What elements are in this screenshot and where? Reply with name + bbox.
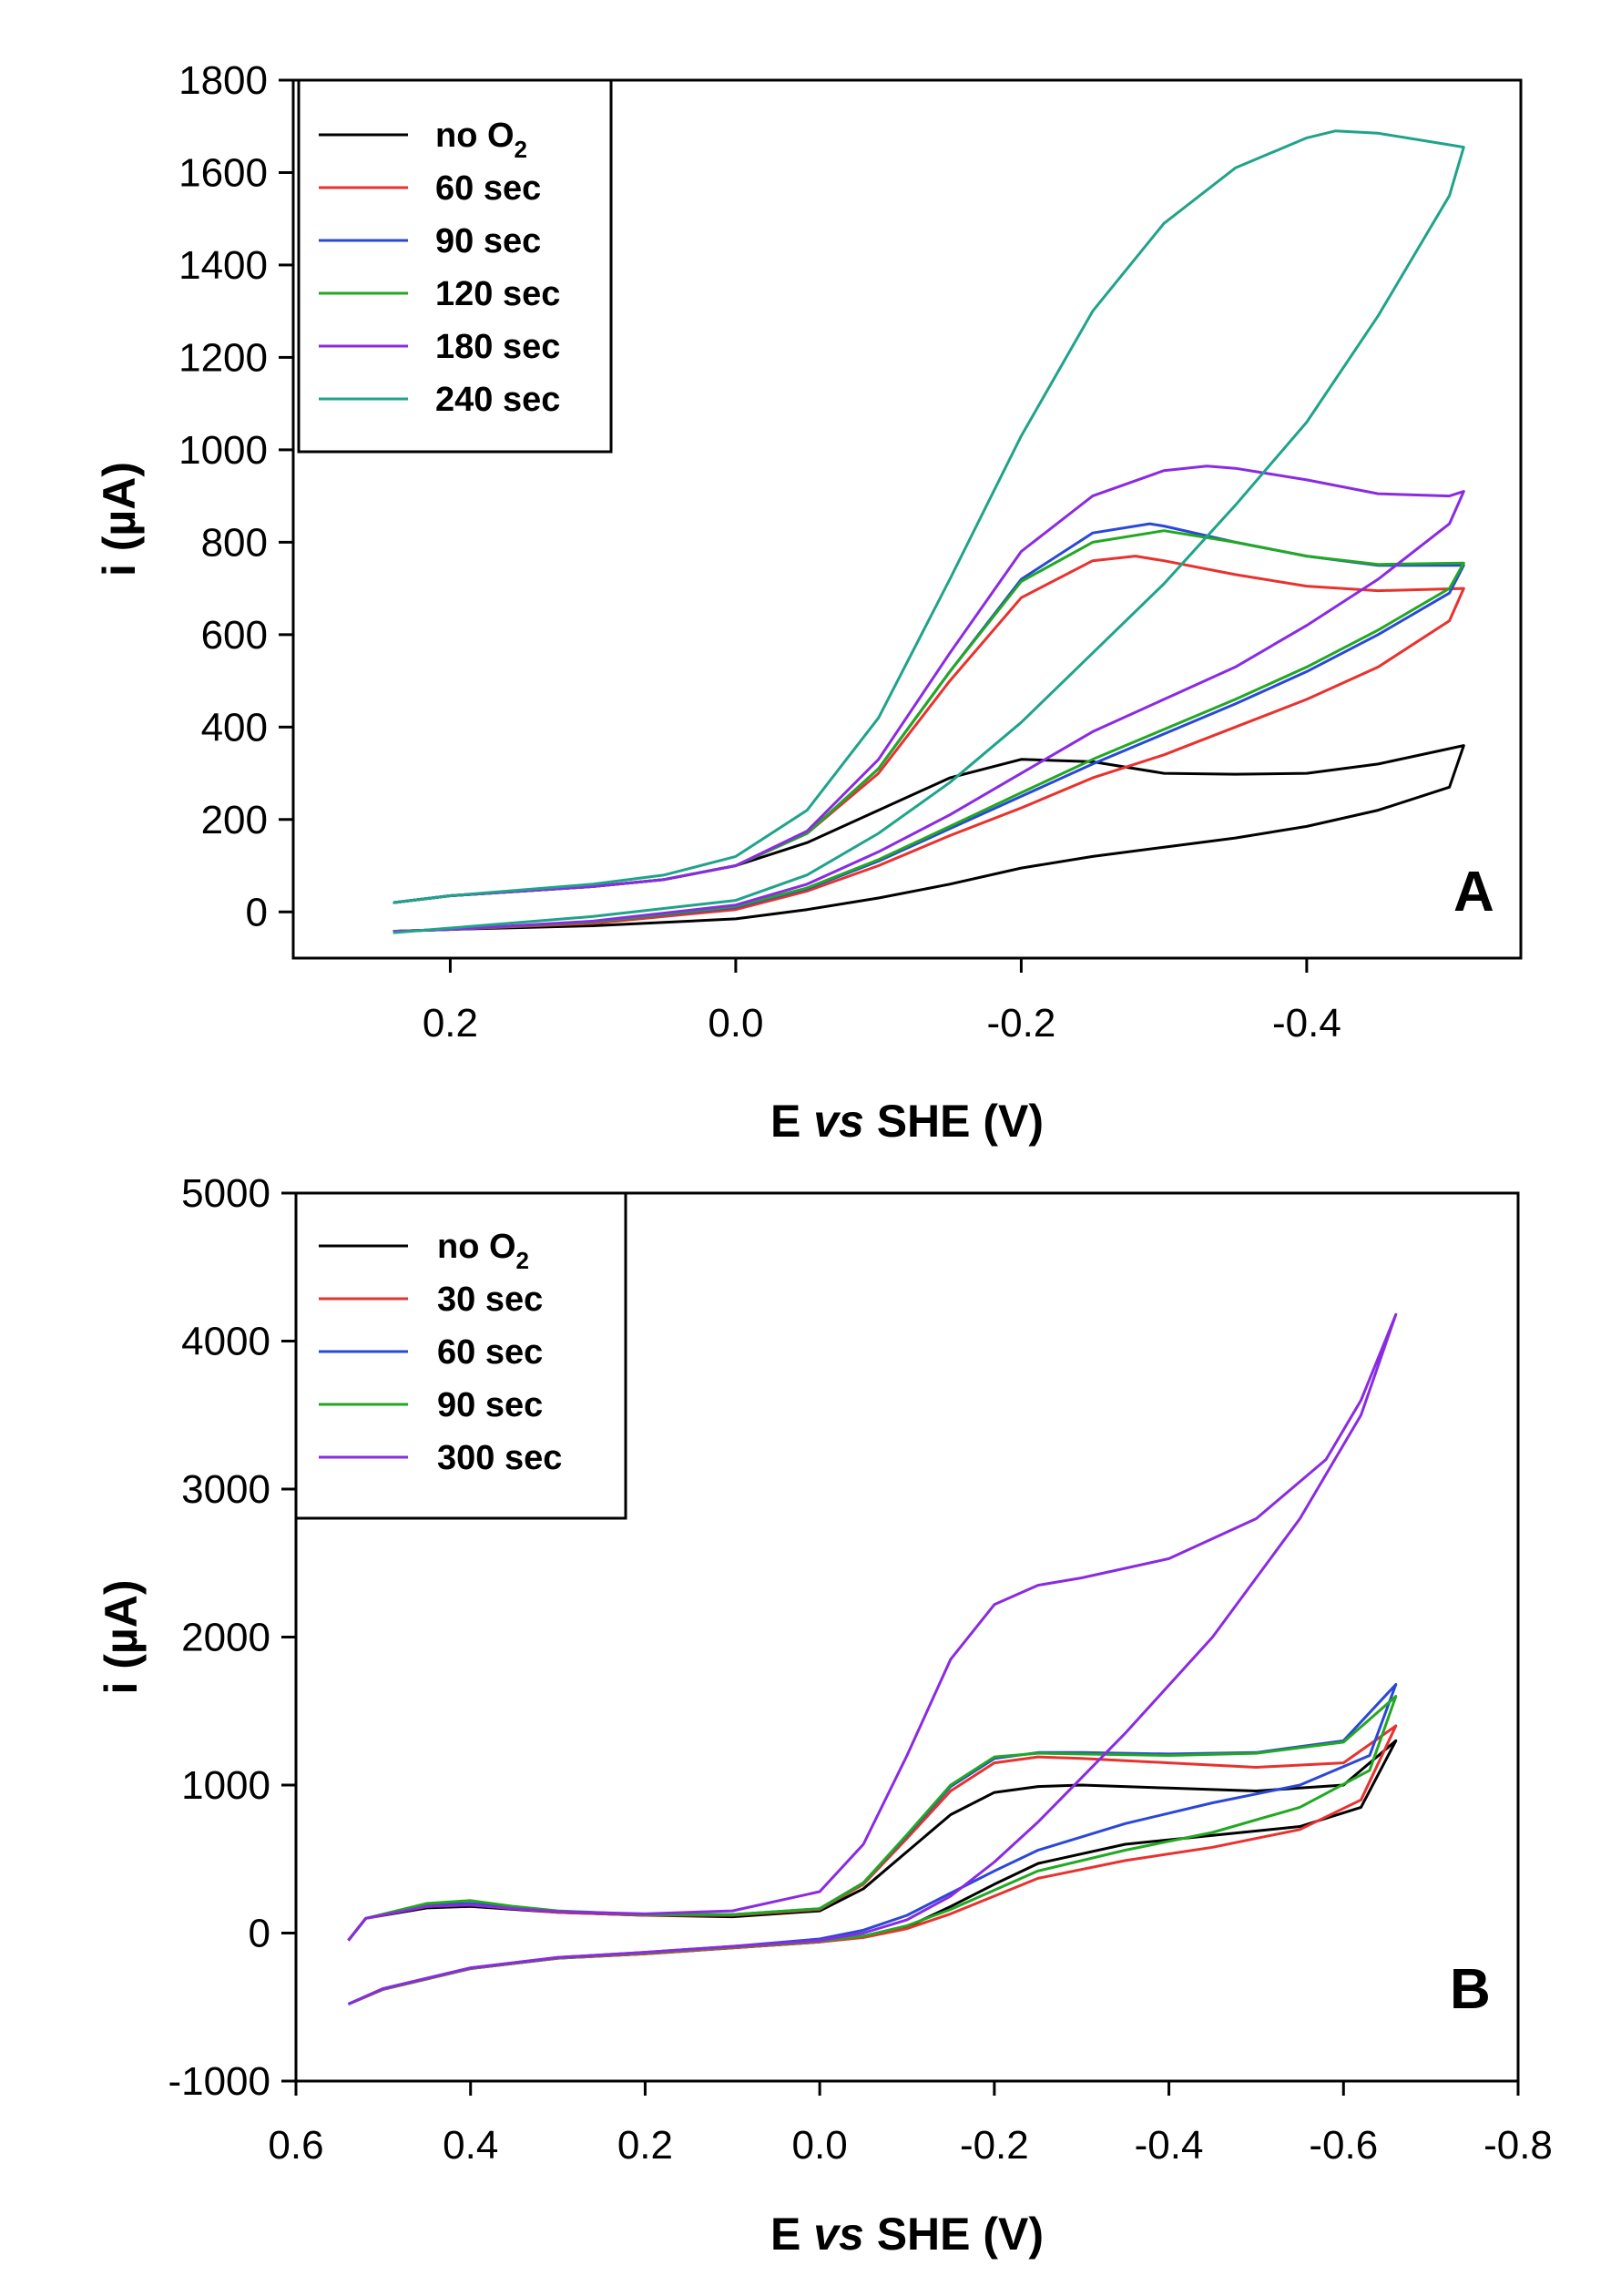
series-line-no-o2	[393, 744, 1465, 934]
y-tick-label: 0	[249, 1912, 270, 1956]
y-tick-label: 5000	[181, 1171, 270, 1216]
x-tick-label: -0.4	[1135, 2123, 1204, 2168]
x-tick-label: 0.2	[617, 2123, 673, 2168]
legend-label: 30 sec	[437, 1281, 543, 1319]
legend-label: 180 sec	[435, 328, 560, 366]
x-axis-title: E vs SHE (V)	[770, 2209, 1044, 2260]
x-tick-label: -0.4	[1272, 1001, 1341, 1046]
legend-label: no O2	[437, 1228, 529, 1274]
legend-label: 240 sec	[435, 381, 560, 419]
x-tick-label: -0.2	[986, 1001, 1055, 1046]
y-tick-label: 3000	[181, 1467, 270, 1512]
legend-label: 300 sec	[437, 1439, 562, 1477]
x-tick-label: 0.0	[708, 1001, 763, 1046]
y-tick-label: 600	[201, 613, 268, 658]
legend-label: 60 sec	[435, 169, 541, 208]
y-tick-label: 1000	[178, 428, 268, 473]
y-tick-label: 1400	[178, 243, 268, 288]
y-axis-title: i (µA)	[94, 462, 145, 577]
series-line-240-sec	[393, 129, 1465, 934]
y-tick-label: 0	[246, 890, 268, 934]
x-tick-label: -0.2	[960, 2123, 1029, 2168]
y-tick-label: 800	[201, 520, 268, 565]
y-axis-title: i (µA)	[96, 1579, 147, 1694]
x-tick-label: -0.6	[1309, 2123, 1378, 2168]
x-axis-title: E vs SHE (V)	[770, 1096, 1044, 1147]
y-tick-label: -1000	[168, 2059, 270, 2104]
series-line-300-sec	[347, 1312, 1398, 2005]
x-tick-label: -0.8	[1483, 2123, 1553, 2168]
y-tick-label: 1800	[178, 58, 268, 103]
legend-label: 120 sec	[435, 275, 560, 313]
y-tick-label: 1000	[181, 1763, 270, 1808]
legend-label: no O2	[435, 117, 527, 163]
legend-box	[297, 78, 613, 454]
legend-label: 90 sec	[435, 222, 541, 260]
y-tick-label: 200	[201, 798, 268, 842]
panel-b: -1000 0 1000 2000 3000 4000 5000 0.6 0.4 0.2 0.0 -0…	[96, 1171, 1553, 2260]
panel-a: 0 200 400 600 800 1000 1200 1400 1600 1800 0.2 0.0 -…	[94, 58, 1523, 1147]
x-tick-label: 0.2	[423, 1001, 478, 1046]
legend-label: 60 sec	[437, 1333, 543, 1372]
panel-label: A	[1453, 861, 1494, 924]
y-tick-label: 400	[201, 705, 268, 750]
y-tick-label: 1600	[178, 150, 268, 195]
y-tick-label: 4000	[181, 1320, 270, 1364]
x-tick-label: 0.6	[268, 2123, 323, 2168]
y-tick-label: 2000	[181, 1616, 270, 1660]
y-tick-label: 1200	[178, 335, 268, 380]
plot-frame	[291, 78, 1523, 960]
series-line-180-sec	[393, 464, 1465, 934]
panel-label: B	[1450, 1958, 1491, 2021]
x-tick-label: 0.0	[792, 2123, 848, 2168]
legend-label: 90 sec	[437, 1386, 543, 1424]
x-tick-label: 0.4	[443, 2123, 498, 2168]
